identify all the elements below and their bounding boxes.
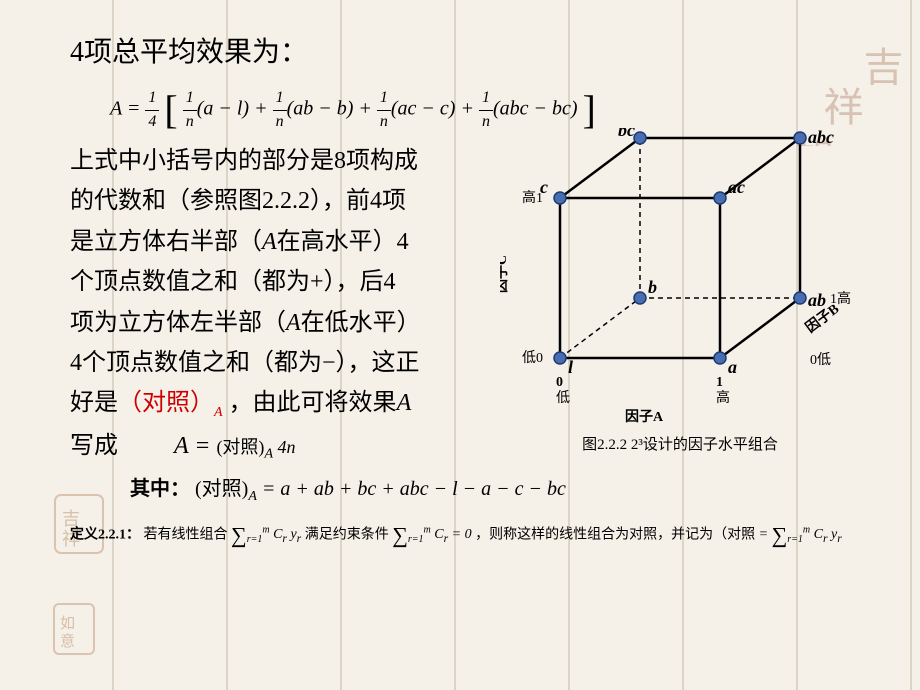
vertex-ac: ac	[728, 177, 745, 197]
eq1-lhs: A	[110, 98, 122, 120]
axis-c-high: 高1	[522, 189, 543, 206]
slide-content: 4项总平均效果为： A = 14 [ 1n(a − l) + 1n(ab − b…	[0, 0, 920, 562]
axis-a-0: 0	[556, 375, 563, 390]
axis-a-low: 低	[556, 390, 570, 406]
axis-c-label: 因子C	[500, 255, 510, 293]
contrast-definition-eq: 其中： (对照)A = a + ab + bc + abc − l − a − …	[130, 472, 860, 505]
svg-text:如: 如	[60, 615, 75, 632]
definition-2-2-1: 定义2.2.1： 若有线性组合 ∑r=1m Cr yr 满足约束条件 ∑r=1m…	[70, 519, 860, 552]
vertex-l: l	[568, 357, 573, 377]
body-paragraph: 上式中小括号内的部分是8项构成 的代数和（参照图2.2.2），前4项 是立方体右…	[70, 142, 490, 466]
svg-text:意: 意	[60, 632, 75, 650]
vertex-a: a	[728, 357, 737, 377]
watermark-seal-2: 如意	[50, 600, 100, 660]
vertex-abc: abc	[808, 128, 834, 147]
cube-caption: 图2.2.2 2³设计的因子水平组合	[500, 433, 860, 454]
axis-c-low: 低0	[522, 350, 543, 366]
vertex-bc: bc	[618, 128, 635, 140]
vertex-ab: ab	[808, 290, 826, 310]
cube-diagram: l a b ab c ac bc abc 高1 低0 因子C 0	[500, 128, 860, 458]
axis-a-1: 1	[716, 375, 723, 390]
axis-a-high: 高	[716, 389, 730, 406]
vertex-b: b	[648, 277, 657, 297]
axis-a-label: 因子A	[625, 409, 664, 425]
cube-nodes	[554, 132, 806, 364]
axis-b-high: 1高	[830, 290, 851, 307]
red-contrast-text: （对照）A	[118, 390, 229, 416]
slide-title: 4项总平均效果为：	[70, 30, 860, 70]
axis-b-low: 0低	[810, 352, 831, 368]
